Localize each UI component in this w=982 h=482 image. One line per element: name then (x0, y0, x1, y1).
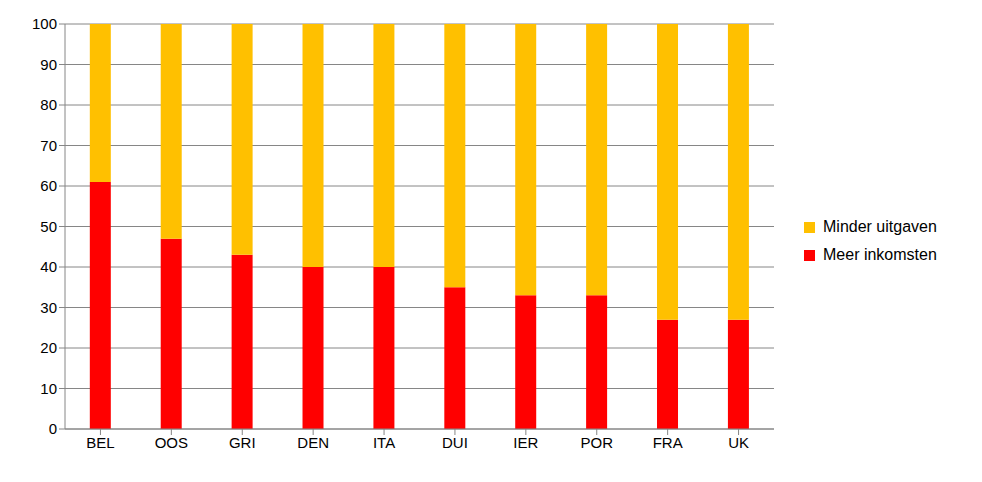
svg-text:IER: IER (513, 434, 538, 451)
svg-text:60: 60 (40, 177, 57, 194)
svg-text:90: 90 (40, 56, 57, 73)
svg-text:UK: UK (728, 434, 749, 451)
svg-text:BEL: BEL (86, 434, 114, 451)
svg-text:20: 20 (40, 339, 57, 356)
svg-text:GRI: GRI (229, 434, 256, 451)
svg-text:ITA: ITA (373, 434, 395, 451)
svg-text:10: 10 (40, 380, 57, 397)
svg-text:100: 100 (32, 15, 57, 32)
svg-text:30: 30 (40, 299, 57, 316)
svg-text:70: 70 (40, 137, 57, 154)
svg-text:DUI: DUI (442, 434, 468, 451)
svg-text:OOS: OOS (155, 434, 188, 451)
svg-text:DEN: DEN (297, 434, 329, 451)
svg-text:FRA: FRA (653, 434, 683, 451)
svg-text:80: 80 (40, 96, 57, 113)
html-text:Minder uitgaven: Minder uitgaven (823, 218, 937, 235)
svg-text:50: 50 (40, 218, 57, 235)
html-text:Meer inkomsten: Meer inkomsten (823, 246, 937, 263)
svg-text:0: 0 (49, 420, 57, 437)
svg-text:POR: POR (580, 434, 613, 451)
svg-text:40: 40 (40, 258, 57, 275)
